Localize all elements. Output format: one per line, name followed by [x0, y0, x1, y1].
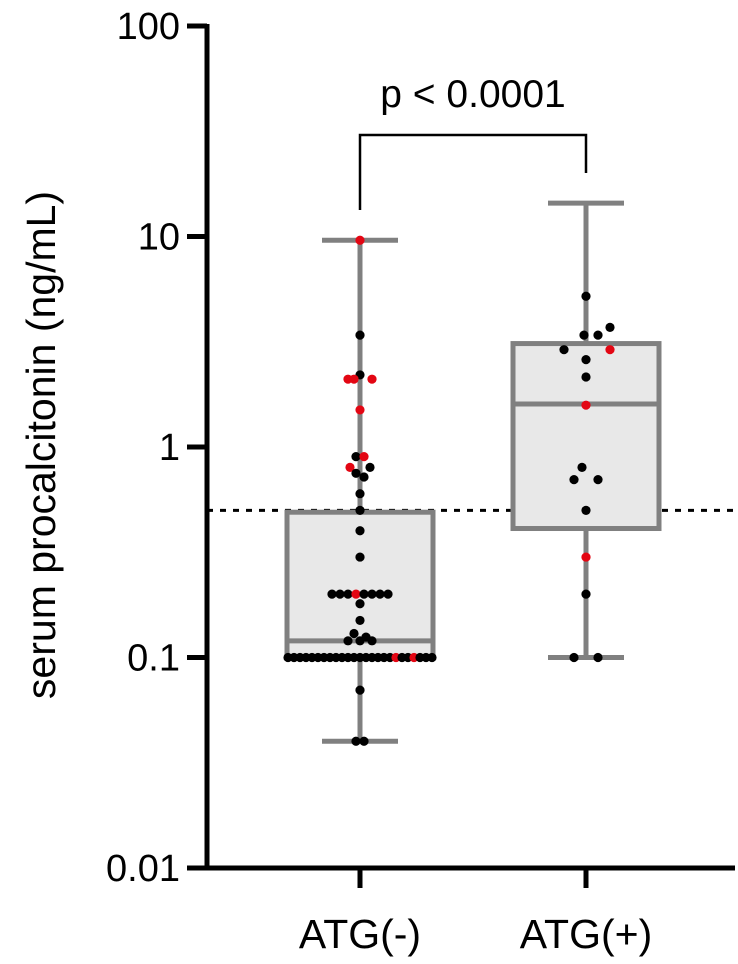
- data-point: [351, 589, 361, 599]
- data-point: [343, 636, 353, 646]
- y-tick-label: 100: [117, 6, 180, 48]
- data-point: [367, 589, 377, 599]
- data-point: [559, 345, 569, 355]
- data-point: [569, 475, 579, 485]
- data-point: [593, 475, 603, 485]
- data-point: [355, 235, 365, 245]
- data-point: [355, 636, 365, 646]
- data-point: [351, 468, 361, 478]
- data-point: [581, 505, 591, 515]
- box-group-atg-pos: [510, 200, 662, 660]
- x-category-label: ATG(+): [520, 911, 653, 957]
- box-group-atg-neg: [284, 237, 436, 744]
- data-point: [383, 589, 393, 599]
- y-tick-label: 1: [159, 427, 180, 469]
- data-point: [359, 589, 369, 599]
- data-point: [367, 374, 377, 384]
- data-point: [355, 405, 365, 415]
- data-points-layer: [283, 235, 615, 746]
- data-point: [327, 589, 337, 599]
- x-category-label: ATG(-): [299, 911, 421, 957]
- y-axis-title: serum procalcitonin (ng/mL): [18, 191, 64, 699]
- data-point: [427, 652, 437, 663]
- p-value-label: p < 0.0001: [380, 73, 565, 116]
- data-point: [355, 489, 365, 499]
- data-point: [351, 736, 361, 746]
- significance-bracket: p < 0.0001: [358, 73, 588, 210]
- data-point: [579, 330, 589, 340]
- data-point: [569, 652, 579, 663]
- data-point: [581, 372, 591, 382]
- data-point: [335, 589, 345, 599]
- data-point: [365, 462, 375, 472]
- data-point: [581, 355, 591, 365]
- data-point: [355, 685, 365, 695]
- data-point: [349, 628, 359, 639]
- data-point: [355, 526, 365, 536]
- data-point: [577, 462, 587, 472]
- y-tick-label: 10: [138, 217, 180, 259]
- data-point: [605, 322, 615, 332]
- data-point: [343, 589, 353, 599]
- data-point: [375, 589, 385, 599]
- data-point: [349, 374, 359, 384]
- data-point: [581, 400, 591, 410]
- data-point: [351, 452, 361, 462]
- data-point: [355, 615, 365, 626]
- data-point: [581, 552, 591, 562]
- data-point: [359, 472, 369, 482]
- significance-bracket-line: [358, 133, 588, 210]
- data-point: [581, 291, 591, 301]
- y-tick-label: 0.01: [106, 848, 180, 890]
- data-point: [593, 330, 603, 340]
- data-point: [359, 452, 369, 462]
- axis-layer: 100 10 1 0.1 0.01 ATG(-) ATG(+): [106, 6, 735, 957]
- data-point: [367, 636, 377, 646]
- y-tick-label: 0.1: [127, 638, 180, 680]
- data-point: [355, 552, 365, 562]
- data-point: [355, 505, 365, 515]
- data-point: [359, 736, 369, 746]
- iqr-box: [510, 341, 662, 532]
- data-point: [593, 652, 603, 663]
- data-point: [581, 589, 591, 599]
- data-point: [345, 462, 355, 472]
- data-point: [605, 345, 615, 355]
- data-point: [355, 599, 365, 609]
- data-point: [355, 330, 365, 340]
